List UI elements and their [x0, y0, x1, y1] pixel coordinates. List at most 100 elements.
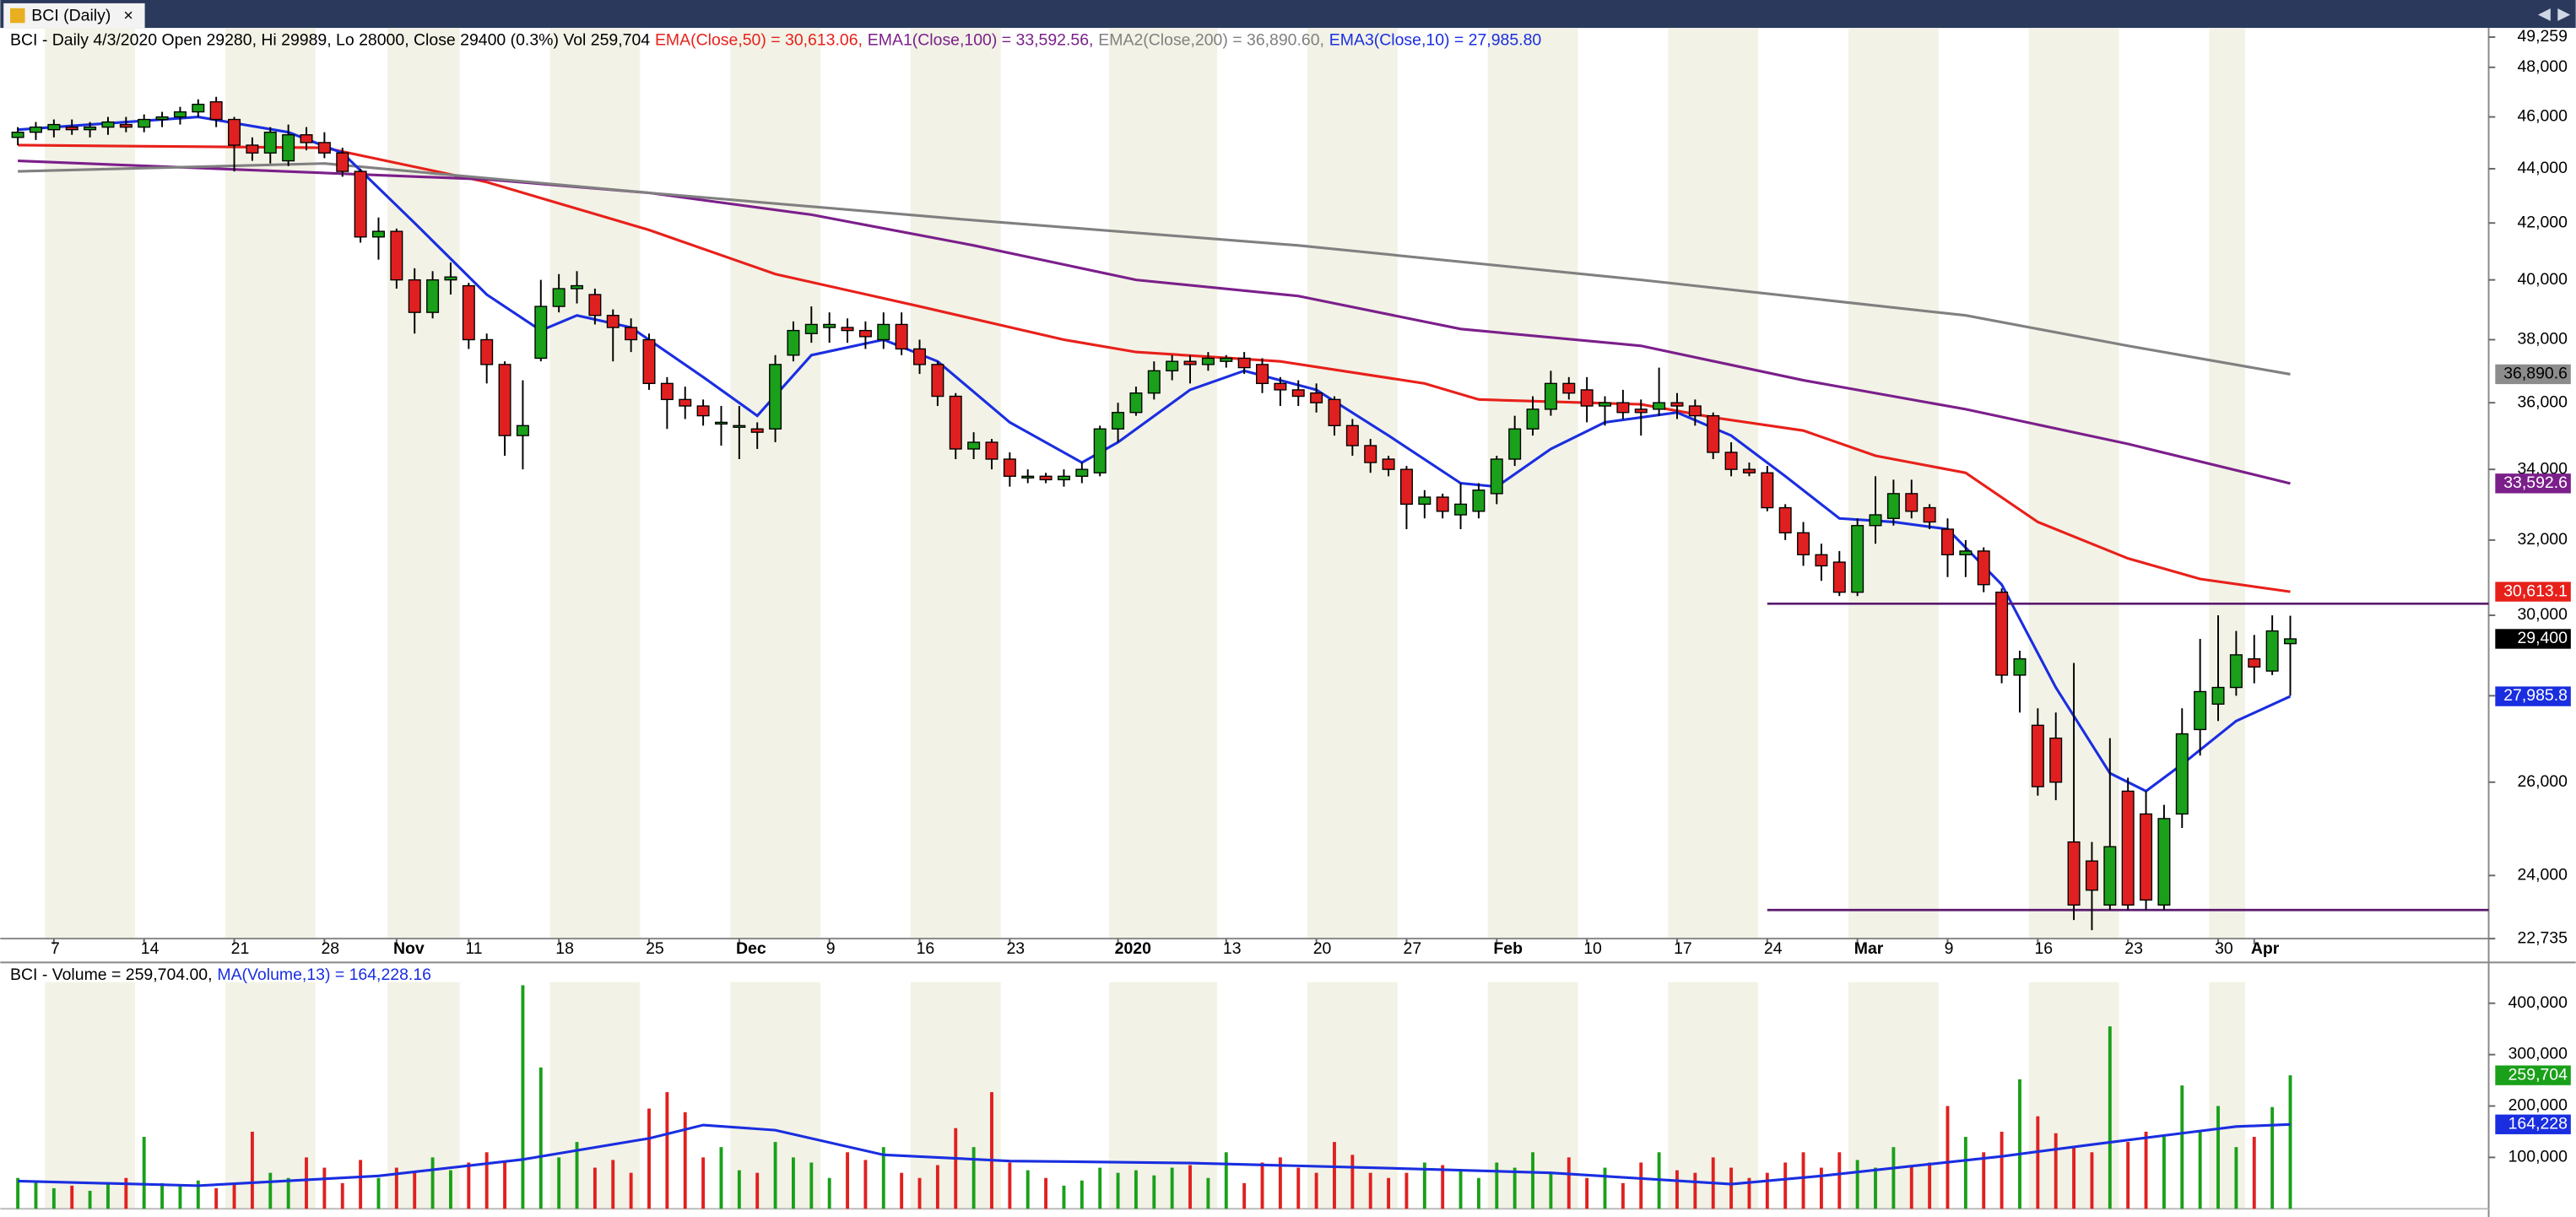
- volume-bar: [1062, 1185, 1066, 1209]
- candle-body: [282, 134, 295, 162]
- shade-band: [2209, 28, 2246, 939]
- candle-body: [1345, 425, 1359, 446]
- volume-bar: [900, 1172, 904, 1209]
- volume-bar: [1206, 1177, 1210, 1209]
- candle-body: [155, 116, 169, 121]
- candle-body: [1021, 475, 1035, 479]
- volume-bar: [232, 1182, 236, 1209]
- candle-body: [804, 323, 818, 334]
- candle-body: [1797, 532, 1810, 555]
- candle-body: [192, 103, 205, 113]
- candle-body: [47, 123, 61, 131]
- volume-bar: [1134, 1170, 1138, 1209]
- volume-bar: [2180, 1085, 2184, 1209]
- candle-body: [1653, 402, 1666, 410]
- candle-body: [1003, 458, 1016, 477]
- volume-bar: [1080, 1180, 1084, 1209]
- candle-body: [1941, 528, 1954, 555]
- candle-body: [317, 142, 331, 154]
- candle-body: [642, 338, 656, 385]
- volume-bar: [1296, 1167, 1301, 1209]
- volume-bar: [863, 1160, 868, 1209]
- price-badge-label: 259,704: [2508, 1065, 2568, 1084]
- candle-body: [444, 276, 457, 281]
- volume-bar: [593, 1167, 597, 1209]
- price-badge: [2495, 629, 2571, 649]
- candle-body: [1616, 402, 1630, 414]
- volume-bar: [503, 1162, 507, 1209]
- y-tick-label: 40,000: [2517, 270, 2568, 289]
- week-shading: [45, 28, 2246, 1209]
- y-tick-label: 38,000: [2517, 330, 2568, 349]
- volume-bar: [1747, 1177, 1751, 1209]
- candle-body: [1905, 493, 1918, 512]
- volume-bar: [1855, 1160, 1859, 1209]
- candle-body: [11, 132, 24, 138]
- tab-close[interactable]: ×: [123, 7, 133, 25]
- volume-bar: [1188, 1165, 1192, 1209]
- candle-body: [1742, 468, 1756, 473]
- volume-bar: [719, 1147, 723, 1209]
- scroll-left[interactable]: ◀: [2538, 5, 2551, 24]
- x-tick-label: 27: [1404, 939, 1422, 958]
- y-tick-label: 200,000: [2508, 1096, 2568, 1115]
- shade-band: [730, 28, 820, 939]
- x-tick-label: 25: [646, 939, 664, 958]
- volume-bar: [2036, 1116, 2040, 1209]
- volume-bar: [1008, 1162, 1012, 1209]
- candle-body: [877, 323, 890, 341]
- candle-body: [101, 121, 115, 128]
- y-tick-label: 26,000: [2517, 772, 2568, 791]
- candle-body: [2157, 818, 2171, 906]
- volume-bar: [1026, 1170, 1030, 1209]
- shade-band: [45, 982, 136, 1209]
- candle-body: [696, 405, 710, 417]
- candle-body: [733, 425, 746, 428]
- candle-body: [1201, 357, 1215, 365]
- volume-bar: [106, 1182, 110, 1209]
- candle-body: [65, 126, 78, 131]
- volume-bar: [917, 1177, 922, 1209]
- volume-bar: [1909, 1165, 1913, 1209]
- candle-body: [1274, 382, 1287, 391]
- volume-bar: [665, 1092, 669, 1209]
- x-tick-label: 23: [1006, 939, 1025, 958]
- volume-bar: [124, 1177, 128, 1209]
- x-tick-label: 17: [1674, 939, 1692, 958]
- candle-body: [1869, 514, 1882, 527]
- volume-bar: [2162, 1137, 2166, 1209]
- candle-body: [426, 279, 440, 313]
- candle-body: [1580, 389, 1594, 407]
- candle-body: [209, 100, 223, 121]
- x-tick-label: Apr: [2251, 939, 2280, 958]
- candle-body: [2121, 790, 2135, 906]
- volume-bar: [1639, 1162, 1643, 1209]
- candle-body: [895, 323, 908, 350]
- price-badge: [2495, 1065, 2571, 1085]
- candle-body: [246, 144, 259, 154]
- volume-bar: [2216, 1106, 2220, 1209]
- scroll-right[interactable]: ▶: [2557, 5, 2570, 24]
- candle-body: [2103, 846, 2117, 906]
- volume-bar: [305, 1157, 308, 1209]
- candle-body: [750, 428, 764, 433]
- candle-body: [480, 338, 494, 365]
- volume-bar: [2270, 1106, 2275, 1209]
- volume-bar: [1044, 1177, 1048, 1209]
- volume-bar: [2144, 1131, 2148, 1209]
- candle-body: [228, 118, 241, 146]
- candle-body: [2049, 737, 2063, 783]
- y-tick-label: 34,000: [2517, 459, 2568, 478]
- tab[interactable]: [3, 3, 145, 29]
- volume-bar: [809, 1162, 814, 1209]
- y-tick-label: 30,000: [2517, 605, 2568, 624]
- price-badge-label: 36,890.6: [2503, 365, 2568, 383]
- volume-bar: [1152, 1175, 1156, 1209]
- legend-entry: EMA1(Close,100) = 33,592.56,: [868, 31, 1094, 50]
- volume-bar: [178, 1185, 182, 1209]
- y-tick-label: 36,000: [2517, 392, 2568, 411]
- x-tick-label: 16: [917, 939, 935, 958]
- volume-bar: [1260, 1162, 1264, 1209]
